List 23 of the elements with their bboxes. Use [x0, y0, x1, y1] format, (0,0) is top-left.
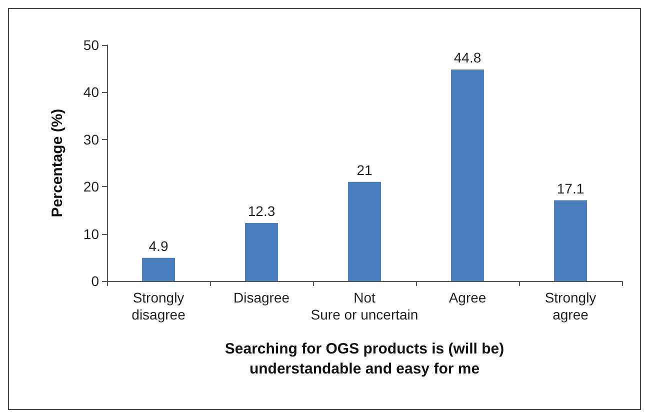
bar [554, 200, 587, 281]
data-label: 4.9 [148, 238, 168, 254]
bar [142, 258, 175, 281]
data-label: 17.1 [556, 180, 584, 196]
y-tick-label: 20 [83, 178, 100, 195]
y-tick-label: 30 [83, 131, 100, 148]
x-tick-label: Strongly agree [544, 290, 596, 322]
y-tick-label: 40 [83, 84, 100, 100]
bar [245, 222, 278, 281]
y-tick-label: 50 [83, 37, 100, 53]
x-tick-label: Strongly disagree [132, 290, 186, 322]
data-label: 12.3 [248, 202, 276, 219]
data-label: 44.8 [454, 50, 482, 66]
x-tick-label: Disagree [233, 290, 290, 306]
y-axis-title: Percentage (%) [49, 108, 66, 218]
y-tick-label: 0 [91, 273, 100, 289]
y-tick-label: 10 [83, 226, 100, 242]
x-tick-label: Agree [448, 290, 486, 306]
bar [451, 70, 484, 281]
bar [348, 182, 381, 281]
x-axis-title: Searching for OGS products is (will be) understandable and easy for me [224, 340, 504, 378]
data-label: 21 [356, 162, 372, 178]
x-tick-label: Not Sure or uncertain [310, 290, 418, 322]
